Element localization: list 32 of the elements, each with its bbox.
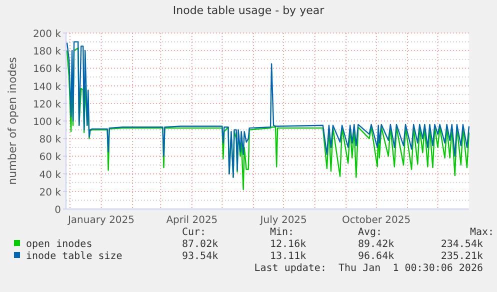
text: Cur: xyxy=(182,227,206,238)
y-tick-label: 100 k xyxy=(32,117,62,128)
y-tick-label: 200 k xyxy=(32,29,62,40)
legend-label: open inodes xyxy=(26,239,92,250)
y-tick-label: 0 xyxy=(54,205,61,216)
chart-title: Inode table usage - by year xyxy=(172,4,325,17)
text: 87.02k xyxy=(182,239,218,250)
y-tick-label: 60 k xyxy=(39,152,62,164)
text: 89.42k xyxy=(358,239,394,250)
x-tick-label: January 2025 xyxy=(66,215,135,226)
y-tick-label: 80 k xyxy=(39,134,62,146)
text: Last update: Thu Jan 1 00:30:06 2026 xyxy=(254,263,483,274)
y-tick-label: 180 k xyxy=(32,46,62,58)
y-tick-label: 120 k xyxy=(32,99,62,110)
text: 235.21k xyxy=(440,251,483,262)
y-tick-label: 160 k xyxy=(32,64,62,76)
x-tick-label: October 2025 xyxy=(342,215,411,226)
text: 93.54k xyxy=(182,251,218,262)
y-tick-label: 140 k xyxy=(32,82,62,93)
x-tick-label: July 2025 xyxy=(259,215,307,226)
text: Max: xyxy=(470,227,494,238)
text: 96.64k xyxy=(358,251,394,262)
text: Avg: xyxy=(358,227,382,238)
text: 13.11k xyxy=(270,251,306,262)
text: 234.54k xyxy=(440,239,483,250)
legend-label: inode table size xyxy=(26,251,122,262)
text: Min: xyxy=(270,227,294,238)
y-tick-label: 20 k xyxy=(39,187,62,198)
y-axis-title: number of open inodes xyxy=(6,56,19,185)
x-tick-label: April 2025 xyxy=(166,215,218,226)
text: 12.16k xyxy=(270,239,306,250)
y-tick-label: 40 k xyxy=(39,170,62,181)
